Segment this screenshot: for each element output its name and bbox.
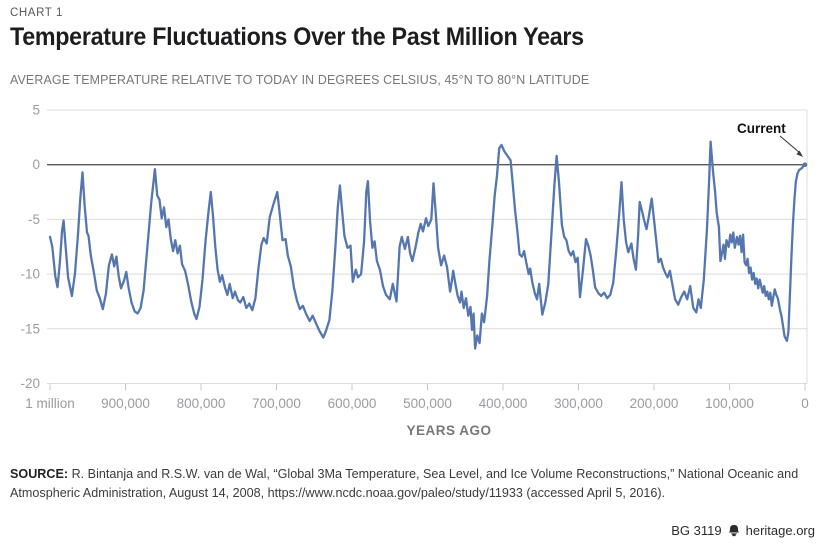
current-annotation-arrowhead xyxy=(796,150,803,157)
y-axis-tick-label: -10 xyxy=(20,267,40,282)
current-annotation-label: Current xyxy=(737,121,786,136)
y-axis-tick-label: -20 xyxy=(20,376,40,391)
y-axis-tick-label: -5 xyxy=(28,212,40,227)
y-axis-tick-label: -15 xyxy=(20,321,40,336)
chart-subtitle: AVERAGE TEMPERATURE RELATIVE TO TODAY IN… xyxy=(10,72,590,87)
x-axis-tick-label: 300,000 xyxy=(554,396,603,411)
x-axis-tick-label: 200,000 xyxy=(630,396,679,411)
current-annotation-pointer xyxy=(779,135,801,154)
source-text: R. Bintanja and R.S.W. van de Wal, “Glob… xyxy=(10,467,799,500)
source-label: SOURCE: xyxy=(10,467,69,481)
footer-branding: BG 3119 heritage.org xyxy=(671,523,815,538)
temperature-series-line xyxy=(48,140,807,350)
temperature-line-chart: 5 0 -5 -10 -15 -20 1 million 900,000 800,000 700,… xyxy=(20,103,809,439)
x-axis-tick-label: 400,000 xyxy=(479,396,528,411)
site-name: heritage.org xyxy=(745,523,815,538)
y-axis-tick-label: 0 xyxy=(32,157,40,172)
series-endpoint-marker xyxy=(802,162,808,167)
x-axis-tick-label: 100,000 xyxy=(705,396,754,411)
x-axis-title: YEARS AGO xyxy=(406,423,491,438)
page-title: Temperature Fluctuations Over the Past M… xyxy=(10,23,584,51)
x-axis-tick-label: 700,000 xyxy=(252,396,301,411)
x-axis-tick-label: 800,000 xyxy=(177,396,226,411)
y-axis-tick-label: 5 xyxy=(32,103,40,118)
x-axis-tick-label: 500,000 xyxy=(403,396,452,411)
chart-number-label: CHART 1 xyxy=(10,7,63,19)
x-axis-tick-label: 900,000 xyxy=(101,396,150,411)
liberty-bell-icon xyxy=(728,524,739,536)
source-note: SOURCE: R. Bintanja and R.S.W. van de Wa… xyxy=(10,465,810,503)
x-axis-tick-label: 600,000 xyxy=(328,396,377,411)
x-axis-tick-label: 0 xyxy=(801,396,809,411)
x-axis-tick-label: 1 million xyxy=(25,396,75,411)
document-id: BG 3119 xyxy=(671,523,722,538)
